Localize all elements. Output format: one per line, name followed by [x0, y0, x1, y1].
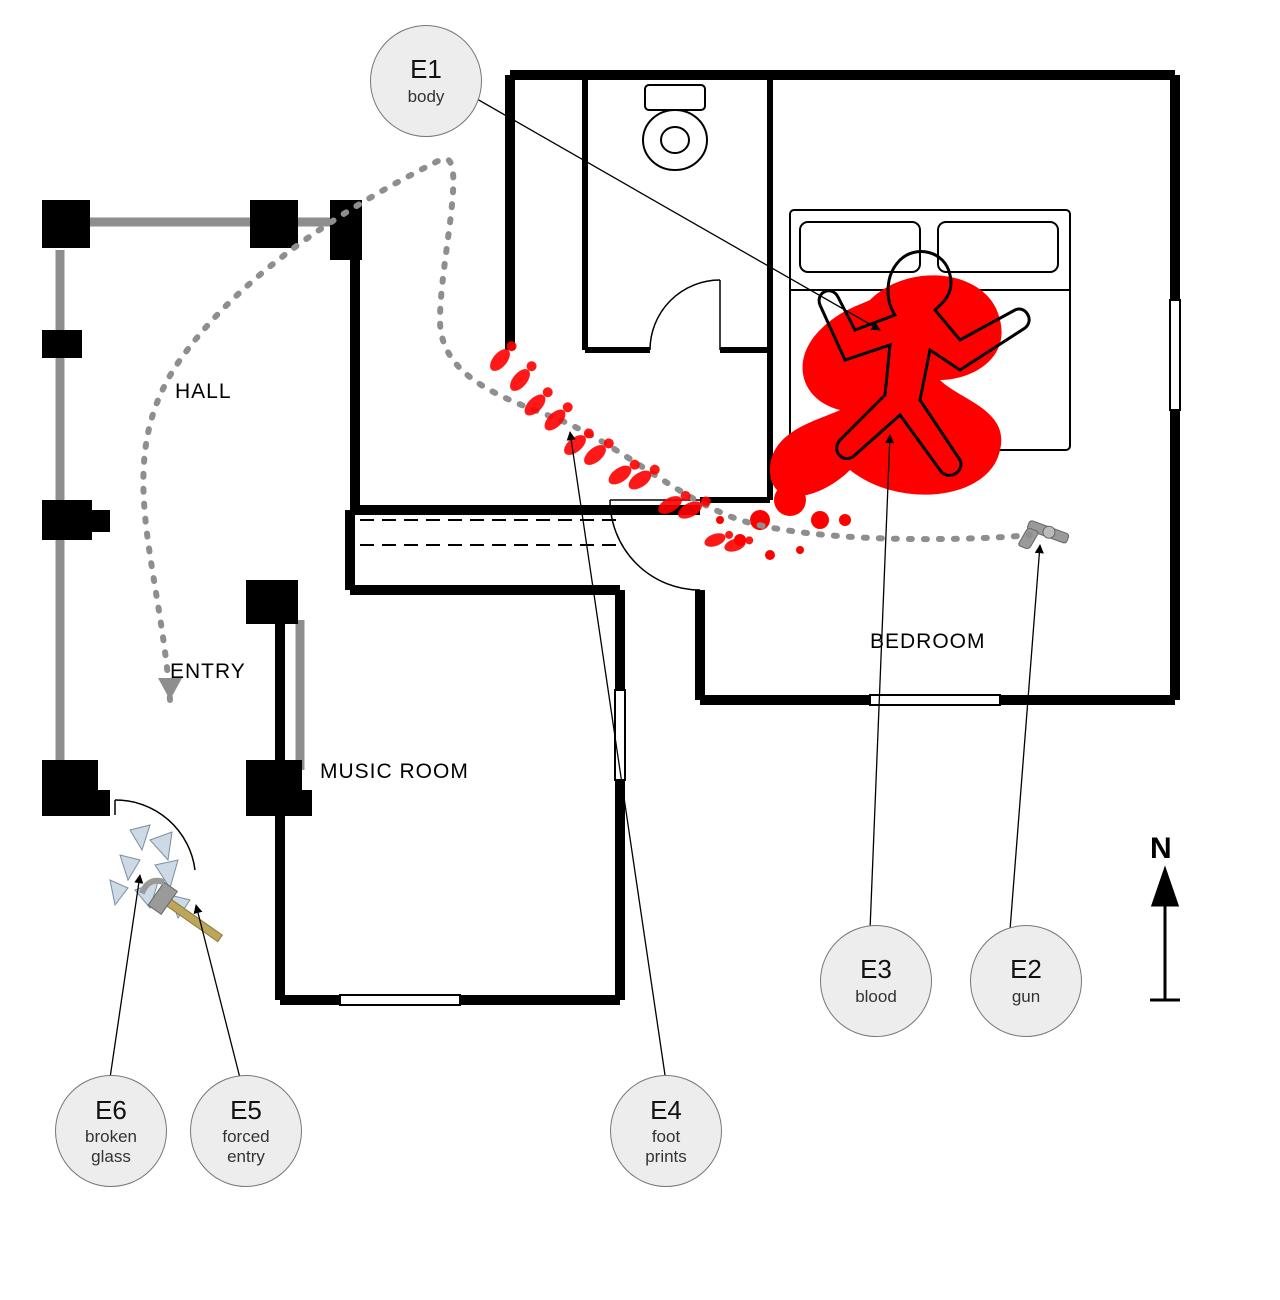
floorplan-canvas: HALL ENTRY MUSIC ROOM BEDROOM N E1 body …	[0, 0, 1280, 1300]
evidence-e6: E6 brokenglass	[55, 1075, 167, 1187]
music-room-walls	[280, 510, 620, 1000]
evidence-e4: E4 footprints	[610, 1075, 722, 1187]
label-entry: ENTRY	[170, 660, 246, 684]
footprints-icon	[486, 338, 755, 554]
gun-icon	[1018, 518, 1070, 561]
compass-icon	[1150, 870, 1180, 1000]
label-bedroom: BEDROOM	[870, 630, 986, 654]
toilet-icon	[643, 85, 707, 170]
compass-label: N	[1150, 832, 1172, 866]
bathroom-walls	[585, 75, 770, 500]
evidence-e5: E5 forcedentry	[190, 1075, 302, 1187]
label-hall: HALL	[175, 380, 232, 404]
evidence-e1: E1 body	[370, 25, 482, 137]
evidence-e3: E3 blood	[820, 925, 932, 1037]
evidence-e2: E2 gun	[970, 925, 1082, 1037]
label-music-room: MUSIC ROOM	[320, 760, 469, 784]
